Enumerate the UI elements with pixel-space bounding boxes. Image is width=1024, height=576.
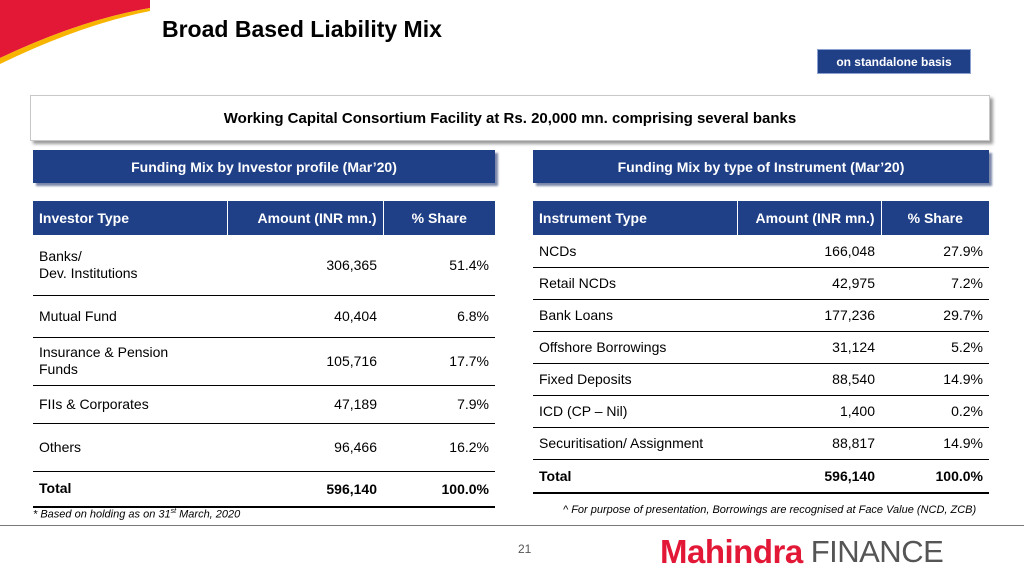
amount-cell: 96,466 xyxy=(227,423,383,472)
instrument-type-cell: Fixed Deposits xyxy=(533,363,737,396)
total-label: Total xyxy=(533,459,737,494)
total-row: Total 596,140 100.0% xyxy=(33,471,495,508)
column-header-share: % Share xyxy=(383,201,495,235)
share-cell: 14.9% xyxy=(881,427,989,460)
share-cell: 5.2% xyxy=(881,331,989,364)
share-cell: 27.9% xyxy=(881,235,989,268)
investor-type-cell: FIIs & Corporates xyxy=(33,385,227,424)
amount-cell: 88,540 xyxy=(737,363,881,396)
table-row: Mutual Fund 40,404 6.8% xyxy=(33,295,495,338)
amount-cell: 31,124 xyxy=(737,331,881,364)
corner-decoration xyxy=(0,0,150,64)
column-header-instrument-type: Instrument Type xyxy=(533,201,738,235)
investor-type-line1: Banks/ xyxy=(39,247,82,264)
instrument-type-cell: Bank Loans xyxy=(533,299,737,332)
mahindra-finance-logo: Mahindra FINANCE xyxy=(660,532,944,570)
page-number: 21 xyxy=(518,542,532,556)
share-cell: 7.2% xyxy=(881,267,989,300)
table-row: Banks/Dev. Institutions 306,365 51.4% xyxy=(33,235,495,296)
table-row: Retail NCDs 42,975 7.2% xyxy=(533,267,989,300)
share-cell: 0.2% xyxy=(881,395,989,428)
column-header-amount: Amount (INR mn.) xyxy=(227,201,384,235)
instrument-type-cell: NCDs xyxy=(533,235,737,268)
total-share: 100.0% xyxy=(383,471,495,508)
total-amount: 596,140 xyxy=(737,459,881,494)
column-header-share: % Share xyxy=(881,201,989,235)
share-cell: 17.7% xyxy=(383,337,495,386)
investor-type-cell: Mutual Fund xyxy=(33,295,227,338)
table-row: Securitisation/ Assignment 88,817 14.9% xyxy=(533,427,989,460)
share-cell: 14.9% xyxy=(881,363,989,396)
total-label: Total xyxy=(33,471,227,508)
column-header-investor-type: Investor Type xyxy=(33,201,228,235)
instrument-type-cell: Offshore Borrowings xyxy=(533,331,737,364)
share-cell: 16.2% xyxy=(383,423,495,472)
table-row: NCDs 166,048 27.9% xyxy=(533,235,989,268)
amount-cell: 47,189 xyxy=(227,385,383,424)
investor-type-line2: Dev. Institutions xyxy=(39,264,138,281)
holding-footnote: * Based on holding as on 31st March, 202… xyxy=(33,508,240,521)
table-row: Insurance & Pension Funds 105,716 17.7% xyxy=(33,337,495,386)
share-cell: 7.9% xyxy=(383,385,495,424)
investor-type-cell: Insurance & Pension Funds xyxy=(33,337,227,386)
instrument-type-cell: Securitisation/ Assignment xyxy=(533,427,737,460)
investor-type-line2: Funds xyxy=(39,361,78,377)
instrument-type-table: Instrument Type Amount (INR mn.) % Share… xyxy=(533,201,989,494)
amount-cell: 42,975 xyxy=(737,267,881,300)
investor-type-cell: Banks/Dev. Institutions xyxy=(33,235,227,296)
table-row: ICD (CP – Nil) 1,400 0.2% xyxy=(533,395,989,428)
share-cell: 6.8% xyxy=(383,295,495,338)
share-cell: 29.7% xyxy=(881,299,989,332)
facility-banner: Working Capital Consortium Facility at R… xyxy=(30,95,990,141)
footer-divider xyxy=(0,525,1024,526)
amount-cell: 105,716 xyxy=(227,337,383,386)
presentation-footnote: ^ For purpose of presentation, Borrowing… xyxy=(563,504,977,516)
amount-cell: 40,404 xyxy=(227,295,383,338)
table-row: FIIs & Corporates 47,189 7.9% xyxy=(33,385,495,424)
investor-type-line1: Insurance & Pension xyxy=(39,344,169,360)
footnote-superscript: st xyxy=(170,508,177,515)
logo-brand-text: Mahindra xyxy=(660,532,803,570)
table-row: Others 96,466 16.2% xyxy=(33,423,495,472)
investor-profile-table: Investor Type Amount (INR mn.) % Share B… xyxy=(33,201,495,508)
amount-cell: 88,817 xyxy=(737,427,881,460)
table-row: Bank Loans 177,236 29.7% xyxy=(533,299,989,332)
amount-cell: 166,048 xyxy=(737,235,881,268)
column-header-amount: Amount (INR mn.) xyxy=(737,201,882,235)
share-cell: 51.4% xyxy=(383,235,495,296)
amount-cell: 306,365 xyxy=(227,235,383,296)
table-row: Offshore Borrowings 31,124 5.2% xyxy=(533,331,989,364)
table-row: Fixed Deposits 88,540 14.9% xyxy=(533,363,989,396)
amount-cell: 177,236 xyxy=(737,299,881,332)
footnote-text: * Based on holding as on 31 xyxy=(33,508,171,521)
page-title: Broad Based Liability Mix xyxy=(162,16,442,42)
instrument-type-cell: ICD (CP – Nil) xyxy=(533,395,737,428)
total-amount: 596,140 xyxy=(227,471,383,508)
investor-profile-heading: Funding Mix by Investor profile (Mar’20) xyxy=(33,150,495,183)
total-row: Total 596,140 100.0% xyxy=(533,459,989,494)
instrument-type-heading: Funding Mix by type of Instrument (Mar’2… xyxy=(533,150,989,183)
standalone-basis-badge: on standalone basis xyxy=(817,49,971,74)
logo-suffix-text: FINANCE xyxy=(810,533,944,569)
amount-cell: 1,400 xyxy=(737,395,881,428)
footnote-text-end: March, 2020 xyxy=(176,508,241,521)
instrument-type-cell: Retail NCDs xyxy=(533,267,737,300)
total-share: 100.0% xyxy=(881,459,989,494)
investor-type-cell: Others xyxy=(33,423,227,472)
